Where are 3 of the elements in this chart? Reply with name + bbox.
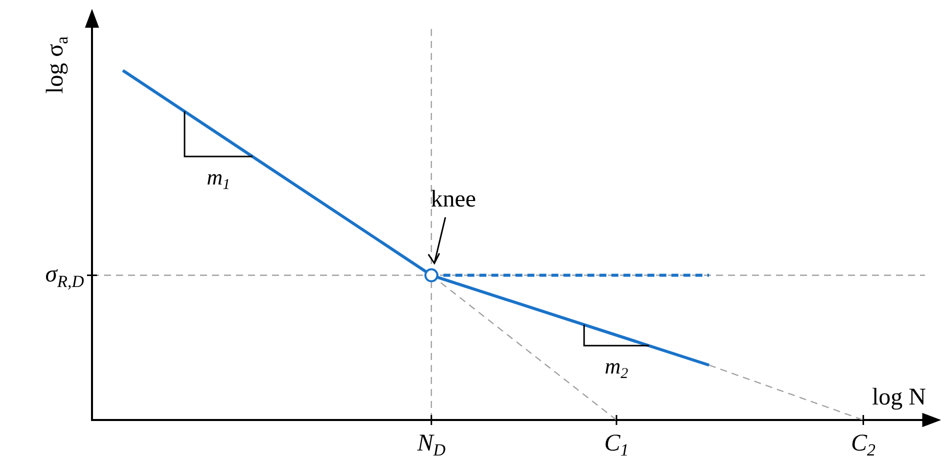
annotation: knee: [430, 186, 476, 213]
x-axis-title: log N: [872, 384, 926, 410]
y-axis-title: log σa: [42, 36, 72, 94]
